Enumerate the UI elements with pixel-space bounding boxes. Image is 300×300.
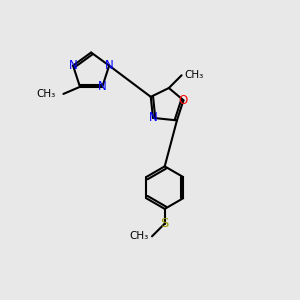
Text: CH₃: CH₃ bbox=[36, 89, 55, 99]
Text: CH₃: CH₃ bbox=[130, 231, 149, 241]
Text: N: N bbox=[148, 111, 158, 124]
Text: N: N bbox=[69, 59, 77, 72]
Text: N: N bbox=[98, 80, 106, 93]
Text: N: N bbox=[105, 59, 113, 72]
Text: O: O bbox=[179, 94, 188, 107]
Text: S: S bbox=[160, 217, 169, 230]
Text: CH₃: CH₃ bbox=[185, 70, 204, 80]
